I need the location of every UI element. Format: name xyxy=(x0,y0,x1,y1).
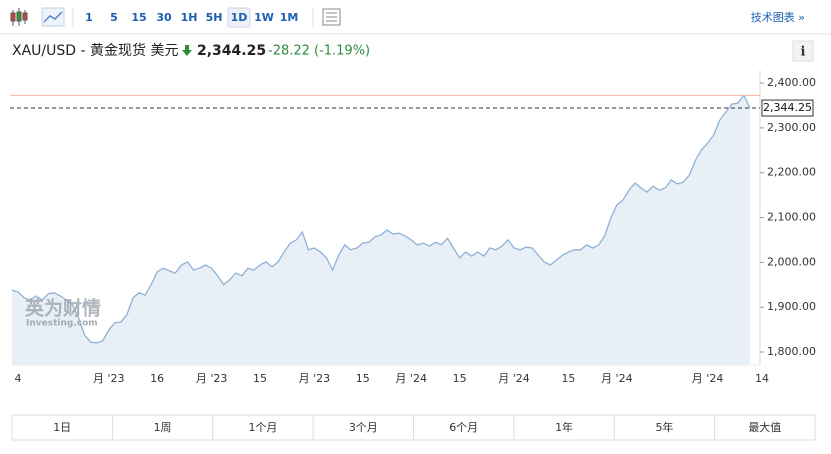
range-bar: 1日 1周 1个月 3个月 6个月 1年 5年 最大值 xyxy=(11,414,816,441)
price: 2,344.25 xyxy=(197,43,266,59)
change: -28.22 xyxy=(268,44,310,59)
x-tick-label: 15 xyxy=(356,372,370,385)
interval-button[interactable]: 30 xyxy=(156,11,172,24)
x-tick-label: 月 '23 xyxy=(196,372,228,385)
info-button[interactable] xyxy=(792,40,814,62)
plot: 1,800.00 1,900.00 2,000.00 2,100.00 2,200.00… xyxy=(10,70,816,385)
range-button[interactable]: 1周 xyxy=(154,421,172,434)
line xyxy=(11,93,751,344)
interval-button[interactable]: 1H xyxy=(181,11,198,24)
range-button[interactable]: 1个月 xyxy=(248,421,277,434)
range-button[interactable]: 1日 xyxy=(53,421,71,434)
range-button[interactable]: 6个月 xyxy=(449,421,478,434)
x-tick-label: 月 '24 xyxy=(601,372,633,385)
x-tick-label: 14 xyxy=(755,372,769,385)
y-tick-label: 2,000.00 xyxy=(767,255,816,268)
x-tick-label: 4 xyxy=(15,372,22,385)
y-tick-label: 1,800.00 xyxy=(767,345,816,358)
y-tick-label: 1,900.00 xyxy=(767,300,816,313)
area-icon[interactable] xyxy=(41,7,65,27)
x-tick-label: 16 xyxy=(150,372,164,385)
x-tick-label: 月 '24 xyxy=(692,372,724,385)
x-tick-label: 15 xyxy=(561,372,575,385)
x-tick-label: 15 xyxy=(453,372,467,385)
interval-button[interactable]: 1M xyxy=(280,11,299,24)
y-tick-label: 2,300.00 xyxy=(767,121,816,134)
interval-button[interactable]: 1 xyxy=(85,11,93,24)
candle-icon[interactable] xyxy=(10,8,28,26)
watermark-brand: 英为财情 xyxy=(25,297,101,320)
x-tick-label: 月 '24 xyxy=(498,372,530,385)
y-tick-label: 2,200.00 xyxy=(767,166,816,179)
change-percent: (-1.19%) xyxy=(314,44,370,59)
interval-button[interactable]: 1D xyxy=(231,11,248,24)
x-tick-label: 月 '23 xyxy=(299,372,331,385)
price-tag-label: 2,344.25 xyxy=(763,101,812,114)
watermark-site: Investing.com xyxy=(26,319,98,329)
area xyxy=(12,95,750,365)
range-button[interactable]: 1年 xyxy=(555,420,573,434)
range-button[interactable]: 5年 xyxy=(655,420,673,434)
y-tick-label: 2,100.00 xyxy=(767,211,816,224)
x-tick-label: 月 '23 xyxy=(93,372,125,385)
down-arrow xyxy=(182,45,192,56)
x-tick-label: 15 xyxy=(253,372,267,385)
x-tick-label: 月 '24 xyxy=(395,372,427,385)
interval-button[interactable]: 15 xyxy=(131,11,146,24)
price-tag xyxy=(761,99,814,117)
info-icon[interactable]: i xyxy=(801,45,806,60)
range-button[interactable]: 3个月 xyxy=(349,421,378,434)
range-button[interactable]: 最大值 xyxy=(748,420,781,434)
y-tick-label: 2,400.00 xyxy=(767,76,816,89)
technical-chart-link[interactable]: 技术图表 » xyxy=(751,10,805,24)
interval-button[interactable]: 1W xyxy=(254,11,274,24)
interval-button[interactable]: 5H xyxy=(206,11,223,24)
instrument-name: XAU/USD - 黄金现货 美元 xyxy=(12,42,178,59)
interval-button[interactable]: 5 xyxy=(110,11,118,24)
table-icon[interactable] xyxy=(322,8,341,26)
interval-selected xyxy=(227,7,251,28)
